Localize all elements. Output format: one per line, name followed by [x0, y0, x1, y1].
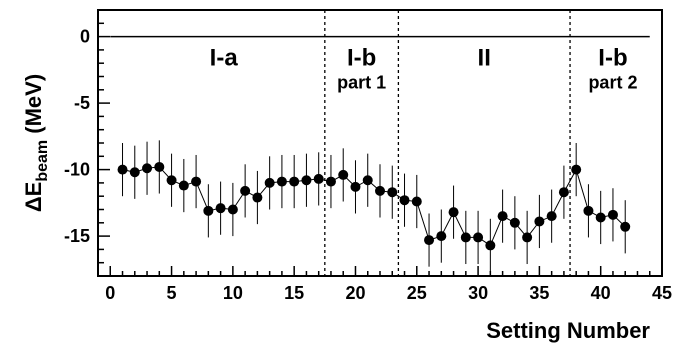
plot-frame — [97, 9, 663, 277]
region-sublabel: part 1 — [337, 73, 386, 93]
data-point — [338, 169, 349, 180]
data-point — [607, 209, 618, 220]
data-point — [362, 175, 373, 186]
data-point — [448, 207, 459, 218]
x-tick-label: 35 — [529, 283, 549, 303]
x-tick-label: 0 — [105, 283, 115, 303]
x-tick-label: 5 — [167, 283, 177, 303]
y-tick-label: -10 — [64, 160, 90, 180]
data-point — [571, 164, 582, 175]
data-point — [203, 205, 214, 216]
y-axis-title: ΔEbeam (MeV) — [21, 74, 51, 212]
region-sublabel: part 2 — [588, 73, 637, 93]
data-point — [129, 167, 140, 178]
data-point — [178, 180, 189, 191]
x-tick-label: 15 — [284, 283, 304, 303]
y-tick-label: -15 — [64, 226, 90, 246]
region-label: II — [478, 45, 491, 72]
data-point — [276, 176, 287, 187]
data-point — [620, 221, 631, 232]
x-tick-label: 10 — [223, 283, 243, 303]
data-layer — [117, 140, 631, 273]
data-point — [227, 204, 238, 215]
x-tick-label: 20 — [345, 283, 365, 303]
y-axis-title-main: ΔE — [21, 182, 46, 213]
data-point — [264, 177, 275, 188]
data-point — [313, 173, 324, 184]
data-point — [142, 163, 153, 174]
tick-layer: 0 5 10 15 20 25 30 35 40 45 0 -5 -10 -15 — [64, 9, 672, 303]
data-point — [485, 240, 496, 251]
data-point — [534, 216, 545, 227]
data-point — [546, 211, 557, 222]
x-tick-label: 25 — [407, 283, 427, 303]
data-point — [325, 176, 336, 187]
data-point — [240, 185, 251, 196]
data-point — [117, 164, 128, 175]
data-point — [522, 232, 533, 243]
data-point — [399, 195, 410, 206]
y-tick-label: -5 — [74, 93, 90, 113]
y-tick-label: 0 — [80, 27, 90, 47]
data-point — [289, 176, 300, 187]
x-tick-label: 40 — [591, 283, 611, 303]
data-point — [509, 217, 520, 228]
data-point — [583, 205, 594, 216]
data-point — [595, 212, 606, 223]
region-label: I-b — [347, 45, 376, 72]
region-label: I-b — [598, 45, 627, 72]
data-point — [411, 196, 422, 207]
data-point — [301, 175, 312, 186]
data-point — [436, 231, 447, 242]
data-point — [166, 175, 177, 186]
guide-layer — [110, 10, 650, 276]
x-axis-title: Setting Number — [486, 318, 650, 343]
data-point — [252, 192, 263, 203]
y-axis-title-unit: (MeV) — [21, 74, 46, 140]
data-point — [424, 235, 435, 246]
data-point — [460, 232, 471, 243]
data-point — [350, 181, 361, 192]
data-point — [558, 187, 569, 198]
x-tick-label: 30 — [468, 283, 488, 303]
x-tick-label: 45 — [652, 283, 672, 303]
data-point — [497, 211, 508, 222]
data-point — [387, 187, 398, 198]
data-point — [191, 176, 202, 187]
data-point — [154, 161, 165, 172]
y-axis-title-sub: beam — [34, 140, 51, 182]
data-point — [473, 232, 484, 243]
data-point — [375, 185, 385, 196]
region-label: I-a — [210, 45, 239, 72]
data-point — [215, 203, 226, 214]
